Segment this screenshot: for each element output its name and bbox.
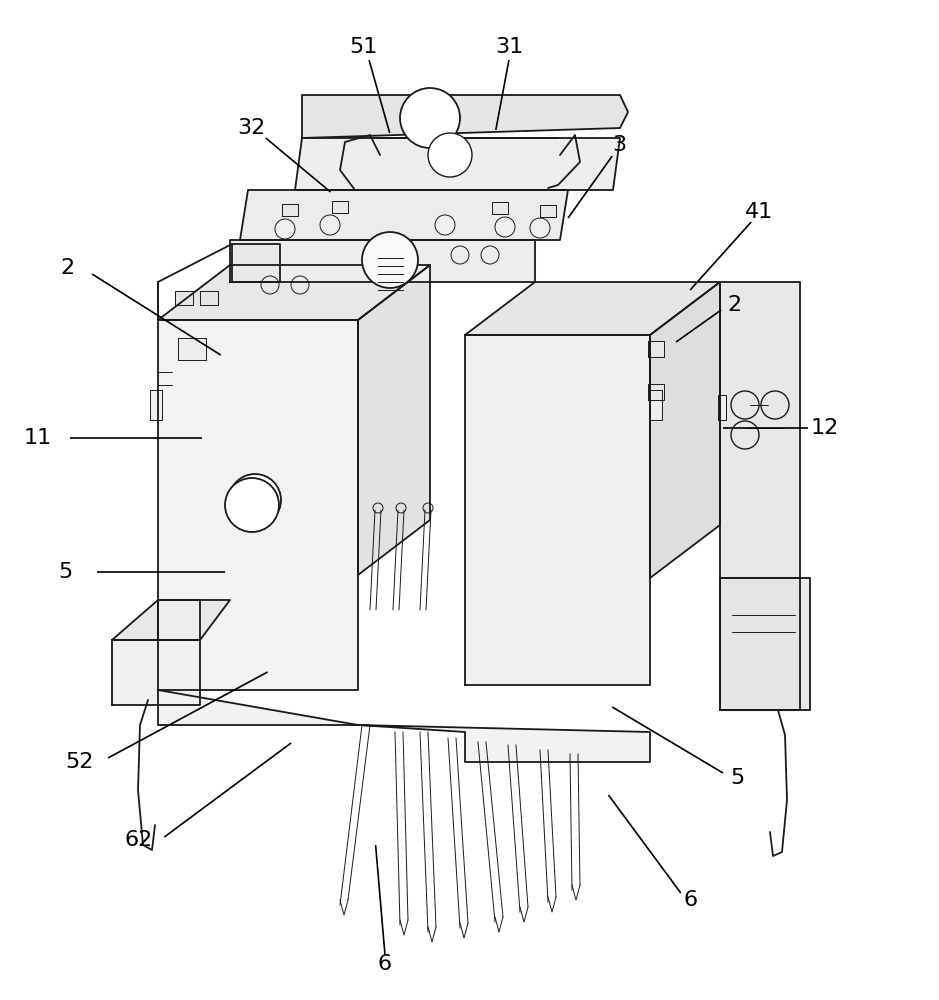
Text: 51: 51 [349,37,377,57]
Polygon shape [150,390,162,420]
Text: 32: 32 [238,118,266,138]
Text: 5: 5 [58,562,73,582]
Text: 6: 6 [683,890,698,910]
Polygon shape [720,578,810,710]
Polygon shape [492,202,508,214]
Polygon shape [158,690,650,762]
Polygon shape [720,578,800,710]
Text: 12: 12 [810,418,839,438]
Circle shape [320,215,340,235]
Text: 52: 52 [66,752,94,772]
Polygon shape [175,291,193,305]
Polygon shape [650,390,662,420]
Polygon shape [650,282,720,578]
Circle shape [275,219,295,239]
Circle shape [495,217,515,237]
Polygon shape [158,320,358,690]
Text: 2: 2 [60,258,75,278]
Polygon shape [158,265,430,320]
Polygon shape [540,205,556,217]
Polygon shape [158,600,200,640]
Text: 31: 31 [495,37,523,57]
Polygon shape [465,335,650,685]
Circle shape [400,88,460,148]
Polygon shape [295,138,620,190]
Text: 3: 3 [612,135,627,155]
Polygon shape [112,640,200,705]
Polygon shape [200,291,218,305]
Polygon shape [302,95,628,138]
Polygon shape [232,244,280,282]
Polygon shape [240,190,568,240]
Circle shape [229,474,281,526]
Polygon shape [648,341,664,357]
Polygon shape [332,201,348,213]
Text: 41: 41 [745,202,773,222]
Polygon shape [230,240,535,282]
Polygon shape [720,282,800,578]
Circle shape [435,215,455,235]
Circle shape [225,478,279,532]
Polygon shape [718,395,726,420]
Polygon shape [465,282,720,335]
Circle shape [428,133,472,177]
Text: 6: 6 [377,954,393,974]
Polygon shape [178,338,206,360]
Polygon shape [112,600,230,640]
Text: 11: 11 [23,428,52,448]
Text: 62: 62 [125,830,153,850]
Circle shape [530,218,550,238]
Polygon shape [648,384,664,400]
Polygon shape [282,204,298,216]
Circle shape [362,232,418,288]
Text: 2: 2 [727,295,742,315]
Polygon shape [358,265,430,575]
Text: 5: 5 [730,768,745,788]
